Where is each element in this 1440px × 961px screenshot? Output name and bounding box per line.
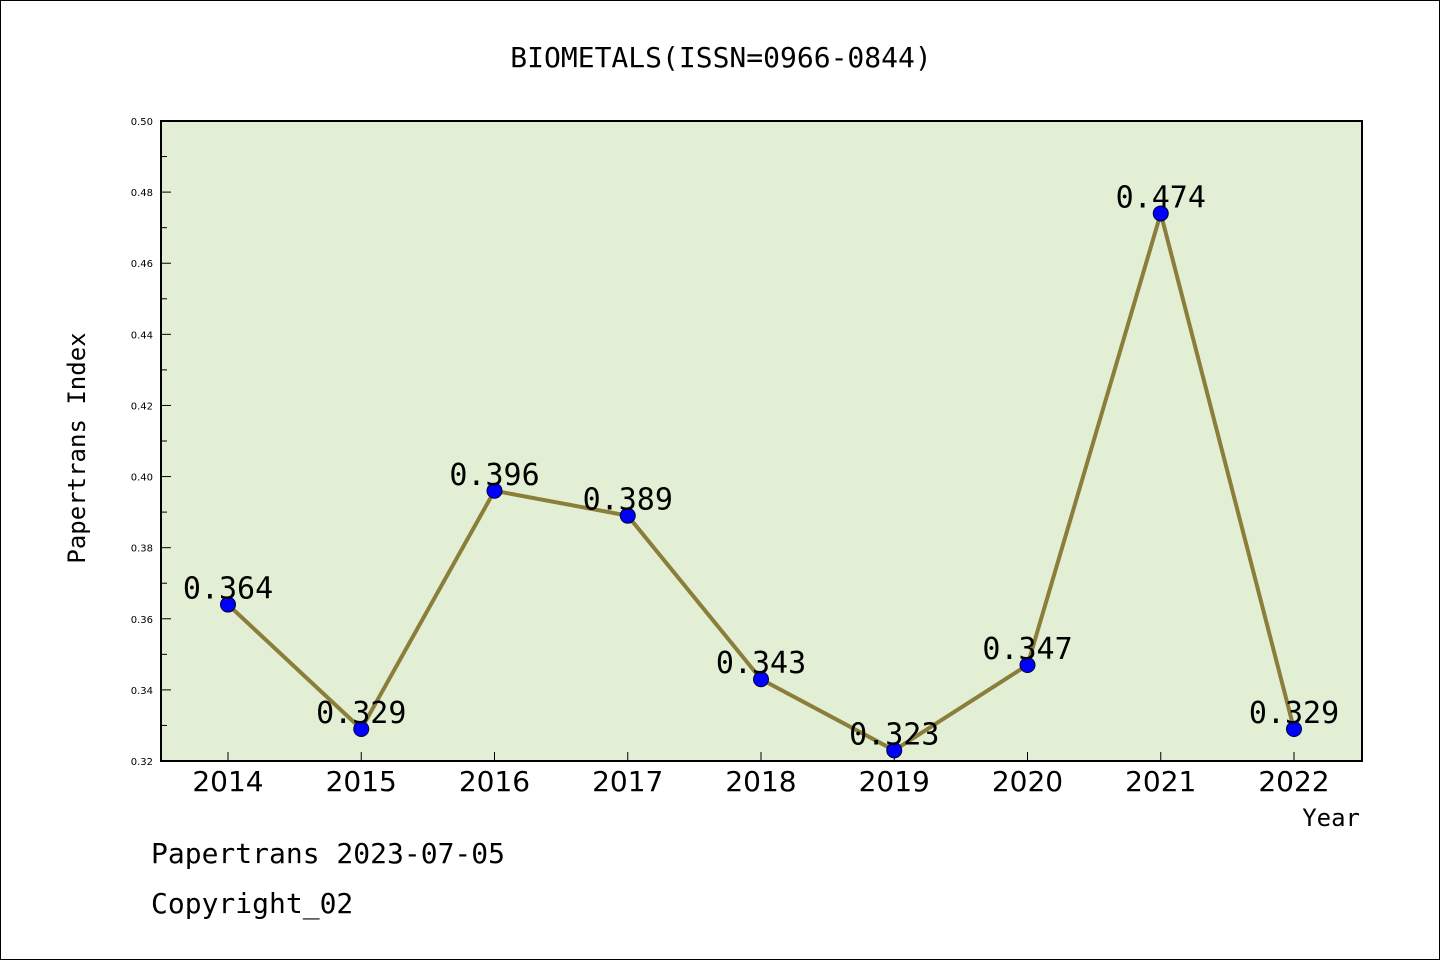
data-label-2014: 0.364	[183, 572, 273, 607]
y-tick-label: 0.34	[131, 686, 153, 697]
x-tick-label: 2017	[592, 765, 663, 798]
footer-copyright-text: Copyright_02	[151, 887, 354, 920]
data-labels: 0.364 0.329 0.396 0.389 0.343 0.323 0.347 0.474…	[183, 180, 1339, 752]
x-tick-label: 2022	[1258, 765, 1329, 798]
x-tick-label: 2018	[725, 765, 796, 798]
data-label-2022: 0.329	[1249, 696, 1339, 731]
footer-date-text: Papertrans 2023-07-05	[151, 837, 506, 870]
x-tick-label: 2021	[1125, 765, 1196, 798]
x-axis-label: Year	[1302, 804, 1360, 832]
y-tick-label: 0.48	[131, 188, 153, 199]
data-point-2017	[619, 507, 636, 524]
y-tick-label: 0.36	[131, 615, 153, 626]
data-point-2014	[220, 596, 236, 613]
y-tick-label: 0.42	[131, 401, 153, 412]
y-tick-label: 0.44	[131, 330, 153, 341]
data-label-2019: 0.323	[849, 717, 939, 752]
data-point-2015	[353, 721, 370, 737]
data-point-2016	[486, 482, 503, 499]
data-label-2016: 0.396	[449, 458, 539, 493]
y-axis-label: Papertrans Index	[63, 332, 91, 563]
y-axis: 0.32 0.34 0.36 0.38 0.40 0.42 0.44 0.46 0.48 0.50	[131, 117, 171, 768]
data-point-2022	[1286, 721, 1302, 737]
data-point-2020	[1019, 657, 1036, 673]
y-tick-label: 0.50	[131, 117, 153, 128]
x-tick-label: 2015	[326, 765, 397, 798]
data-label-2018: 0.343	[716, 646, 806, 681]
data-label-2020: 0.347	[982, 632, 1072, 667]
x-tick-label: 2014	[192, 765, 263, 798]
data-label-2021: 0.474	[1116, 180, 1206, 215]
data-point-2018	[753, 671, 769, 688]
data-markers	[220, 205, 1302, 759]
y-tick-label: 0.38	[131, 544, 153, 555]
data-label-2015: 0.329	[316, 696, 406, 731]
y-tick-label: 0.46	[131, 259, 153, 270]
data-point-2021	[1152, 205, 1169, 222]
x-tick-label: 2016	[459, 765, 530, 798]
y-tick-label: 0.40	[131, 473, 153, 484]
x-tick-label: 2020	[992, 765, 1063, 798]
x-tick-label: 2019	[859, 765, 930, 798]
y-tick-label: 0.32	[131, 757, 153, 768]
x-axis: 2014 2015 2016 2017 2018 2019 2020 2021 2022	[192, 752, 1330, 798]
plot-area	[160, 120, 1363, 762]
data-label-2017: 0.389	[583, 483, 673, 518]
chart-title: BIOMETALS(ISSN=0966-0844)	[510, 41, 931, 74]
data-point-2019	[886, 742, 903, 759]
